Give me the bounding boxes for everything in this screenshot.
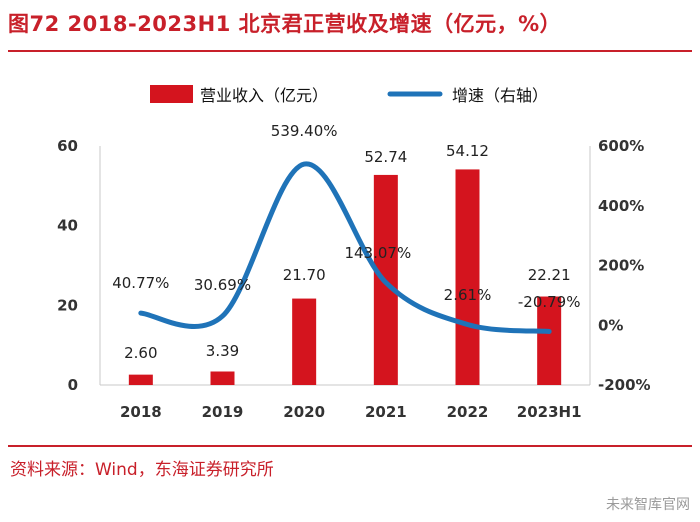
source-note: 资料来源：Wind，东海证券研究所 [10, 460, 274, 480]
bar-data-label: 3.39 [206, 342, 239, 360]
legend-label-revenue: 营业收入（亿元） [200, 86, 328, 105]
y-left-tick-label: 60 [57, 137, 78, 155]
y-left-tick-label: 0 [68, 376, 78, 394]
y-left-tick-label: 40 [57, 217, 78, 235]
bar-data-label: 22.21 [528, 266, 571, 284]
growth-data-label: 539.40% [271, 122, 338, 140]
x-tick-label: 2021 [365, 403, 407, 421]
revenue-bar [537, 296, 562, 385]
bar-data-label: 21.70 [283, 266, 326, 284]
growth-line [138, 161, 552, 334]
legend-label-growth: 增速（右轴） [452, 86, 548, 105]
revenue-bar [292, 298, 317, 385]
figure-title: 图72 2018-2023H1 北京君正营收及增速（亿元，%） [8, 12, 562, 36]
x-tick-label: 2023H1 [517, 403, 582, 421]
watermark-text: 未来智库官网 [606, 497, 690, 513]
bar-data-label: 52.74 [364, 148, 407, 166]
y-right-tick-label: 200% [598, 257, 644, 275]
x-tick-label: 2018 [120, 403, 162, 421]
title-divider [8, 50, 692, 52]
y-right-tick-label: 0% [598, 316, 623, 334]
growth-data-label: -20.79% [518, 293, 581, 311]
y-right-tick-label: 600% [598, 137, 644, 155]
bar-data-label: 2.60 [124, 344, 157, 362]
y-right-tick-label: 400% [598, 197, 644, 215]
combo-chart: 营业收入（亿元） 增速（右轴） 0 20 40 60 -200% 0% 200% 400% 600%… [57, 85, 651, 421]
growth-data-label: 40.77% [112, 274, 169, 292]
revenue-bar [128, 374, 153, 385]
y-right-tick-label: -200% [598, 376, 651, 394]
revenue-bar [455, 169, 480, 385]
growth-data-label: 30.69% [194, 276, 251, 294]
legend-swatch-revenue [150, 85, 193, 103]
bar-data-label: 54.12 [446, 142, 489, 160]
x-tick-label: 2022 [447, 403, 489, 421]
growth-data-label: 143.07% [344, 244, 411, 262]
growth-data-label: 2.61% [444, 286, 492, 304]
source-divider [8, 445, 692, 447]
y-left-tick-label: 20 [57, 296, 78, 314]
revenue-bar [210, 371, 235, 385]
x-tick-label: 2020 [283, 403, 325, 421]
x-tick-label: 2019 [202, 403, 244, 421]
